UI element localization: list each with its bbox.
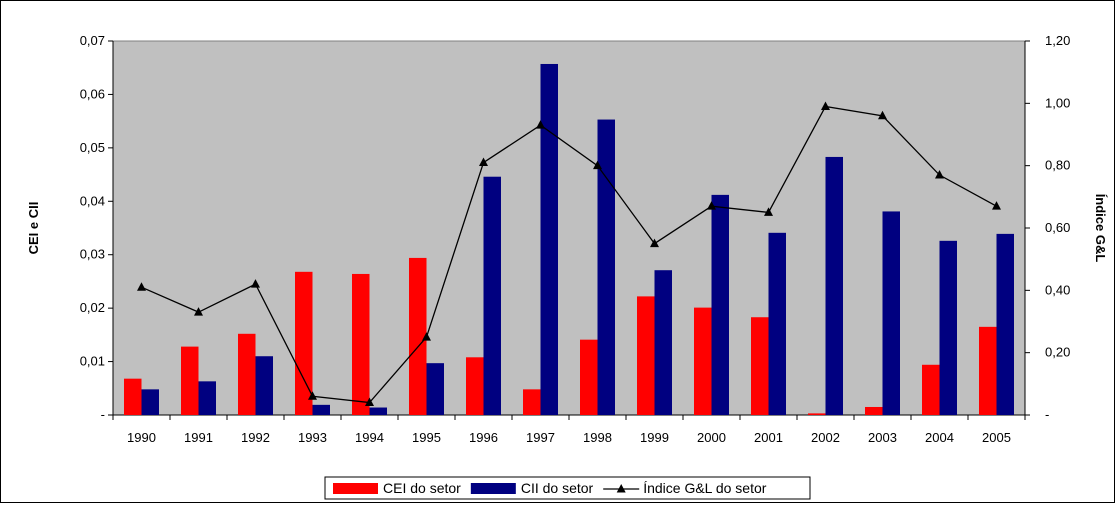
x-tick-label: 1990 (127, 430, 156, 445)
legend-swatch (333, 483, 378, 494)
index-point (992, 201, 1001, 210)
y2-axis-title: Índice G&L (1093, 194, 1108, 263)
bar (312, 404, 330, 415)
bar (996, 233, 1014, 415)
index-point (707, 201, 716, 210)
y2-tick-label: 0,40 (1045, 282, 1070, 297)
bar (238, 333, 256, 415)
index-point (308, 391, 317, 400)
y-tick-label: 0,06 (80, 86, 105, 101)
x-tick-label: 2005 (982, 430, 1011, 445)
y-tick-label: 0,01 (80, 354, 105, 369)
bar (882, 211, 900, 415)
y2-tick-label: 1,00 (1045, 95, 1070, 110)
index-point (365, 397, 374, 407)
index-point (194, 307, 203, 316)
bar (751, 317, 769, 415)
x-tick-label: 1992 (241, 430, 270, 445)
y2-tick-label: 0,20 (1045, 345, 1070, 360)
legend-label: CEI do setor (383, 480, 461, 496)
bar (523, 389, 541, 415)
bar (124, 378, 142, 415)
bar (483, 176, 501, 415)
bar (352, 273, 370, 415)
y-tick-label: 0,04 (80, 193, 105, 208)
bar (711, 194, 729, 415)
bar (922, 364, 940, 415)
y2-tick-label: 1,20 (1045, 33, 1070, 48)
bar (939, 240, 957, 415)
y-tick-label: 0,07 (80, 33, 105, 48)
x-tick-label: 1997 (526, 430, 555, 445)
y-axis-title: CEI e CII (26, 202, 41, 255)
bar (865, 406, 883, 415)
bar (369, 407, 387, 415)
y-tick-label: 0,05 (80, 140, 105, 155)
x-tick-label: 1999 (640, 430, 669, 445)
x-tick-label: 2000 (697, 430, 726, 445)
x-tick-label: 1996 (469, 430, 498, 445)
legend-label: Índice G&L do setor (643, 480, 767, 496)
index-point (479, 157, 488, 167)
y-tick-label: - (101, 407, 105, 422)
bar (141, 389, 159, 415)
index-point (536, 120, 545, 129)
index-point (422, 332, 431, 341)
x-tick-label: 1991 (184, 430, 213, 445)
x-tick-label: 1993 (298, 430, 327, 445)
y2-tick-label: 0,80 (1045, 158, 1070, 173)
bar (181, 346, 199, 415)
bar (255, 356, 273, 415)
legend-label: CII do setor (521, 480, 594, 496)
y-tick-label: 0,03 (80, 247, 105, 262)
legend-box (324, 476, 811, 500)
x-tick-label: 2004 (925, 430, 954, 445)
bar (466, 357, 484, 415)
y2-tick-label: - (1045, 407, 1049, 422)
bar (295, 271, 313, 415)
bar (979, 326, 997, 415)
bar (580, 339, 598, 415)
bar (597, 119, 615, 415)
plot-area (112, 40, 1026, 416)
bar (654, 270, 672, 415)
bar (637, 296, 655, 415)
bar (198, 381, 216, 415)
index-point (764, 207, 773, 216)
index-point (650, 238, 659, 248)
index-point (251, 279, 260, 288)
bar (808, 413, 826, 415)
bar (540, 63, 558, 416)
x-tick-label: 1994 (355, 430, 384, 445)
x-tick-label: 1995 (412, 430, 441, 445)
x-tick-label: 2001 (754, 430, 783, 445)
y2-tick-label: 0,60 (1045, 220, 1070, 235)
index-point (593, 160, 602, 170)
index-point (821, 101, 830, 110)
bar (694, 307, 712, 415)
bar (426, 363, 444, 415)
x-tick-label: 2003 (868, 430, 897, 445)
legend-marker (616, 484, 626, 493)
index-point (935, 170, 944, 179)
y-tick-label: 0,02 (80, 300, 105, 315)
x-tick-label: 2002 (811, 430, 840, 445)
bar (409, 257, 427, 415)
bar (825, 156, 843, 415)
index-point (137, 282, 146, 291)
legend-swatch (470, 483, 516, 494)
bar (768, 232, 786, 415)
index-point (878, 110, 887, 120)
index-line (141, 105, 997, 404)
x-tick-label: 1998 (583, 430, 612, 445)
